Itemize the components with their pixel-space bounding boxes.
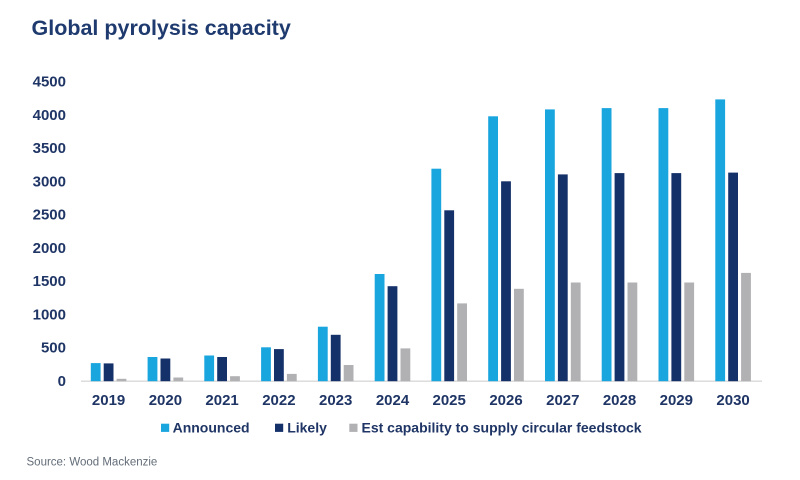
svg-text:Global pyrolysis capacity: Global pyrolysis capacity: [32, 16, 291, 40]
svg-text:Source: Wood Mackenzie: Source: Wood Mackenzie: [27, 457, 158, 469]
svg-text:2500: 2500: [33, 207, 66, 224]
svg-text:500: 500: [41, 340, 66, 357]
svg-text:3000: 3000: [33, 173, 66, 190]
svg-text:4000: 4000: [33, 107, 66, 124]
svg-text:2024: 2024: [376, 392, 410, 409]
svg-text:2028: 2028: [603, 392, 636, 409]
svg-text:1500: 1500: [33, 273, 66, 290]
svg-text:3500: 3500: [33, 140, 66, 157]
svg-text:4500: 4500: [33, 74, 66, 91]
svg-text:2000: 2000: [33, 240, 66, 257]
svg-text:2020: 2020: [149, 392, 182, 409]
svg-text:0: 0: [58, 373, 66, 390]
svg-text:2027: 2027: [546, 392, 579, 409]
svg-text:2022: 2022: [262, 392, 295, 409]
svg-text:Est capability to supply circu: Est capability to supply circular feedst…: [362, 419, 642, 435]
svg-text:2023: 2023: [319, 392, 352, 409]
svg-text:1000: 1000: [33, 306, 66, 323]
svg-text:2025: 2025: [433, 392, 466, 409]
svg-text:Announced: Announced: [173, 419, 250, 435]
svg-text:Likely: Likely: [287, 419, 327, 435]
svg-text:2029: 2029: [660, 392, 693, 409]
svg-text:2021: 2021: [205, 392, 238, 409]
svg-text:2026: 2026: [489, 392, 522, 409]
svg-text:2019: 2019: [92, 392, 125, 409]
svg-text:2030: 2030: [716, 392, 749, 409]
